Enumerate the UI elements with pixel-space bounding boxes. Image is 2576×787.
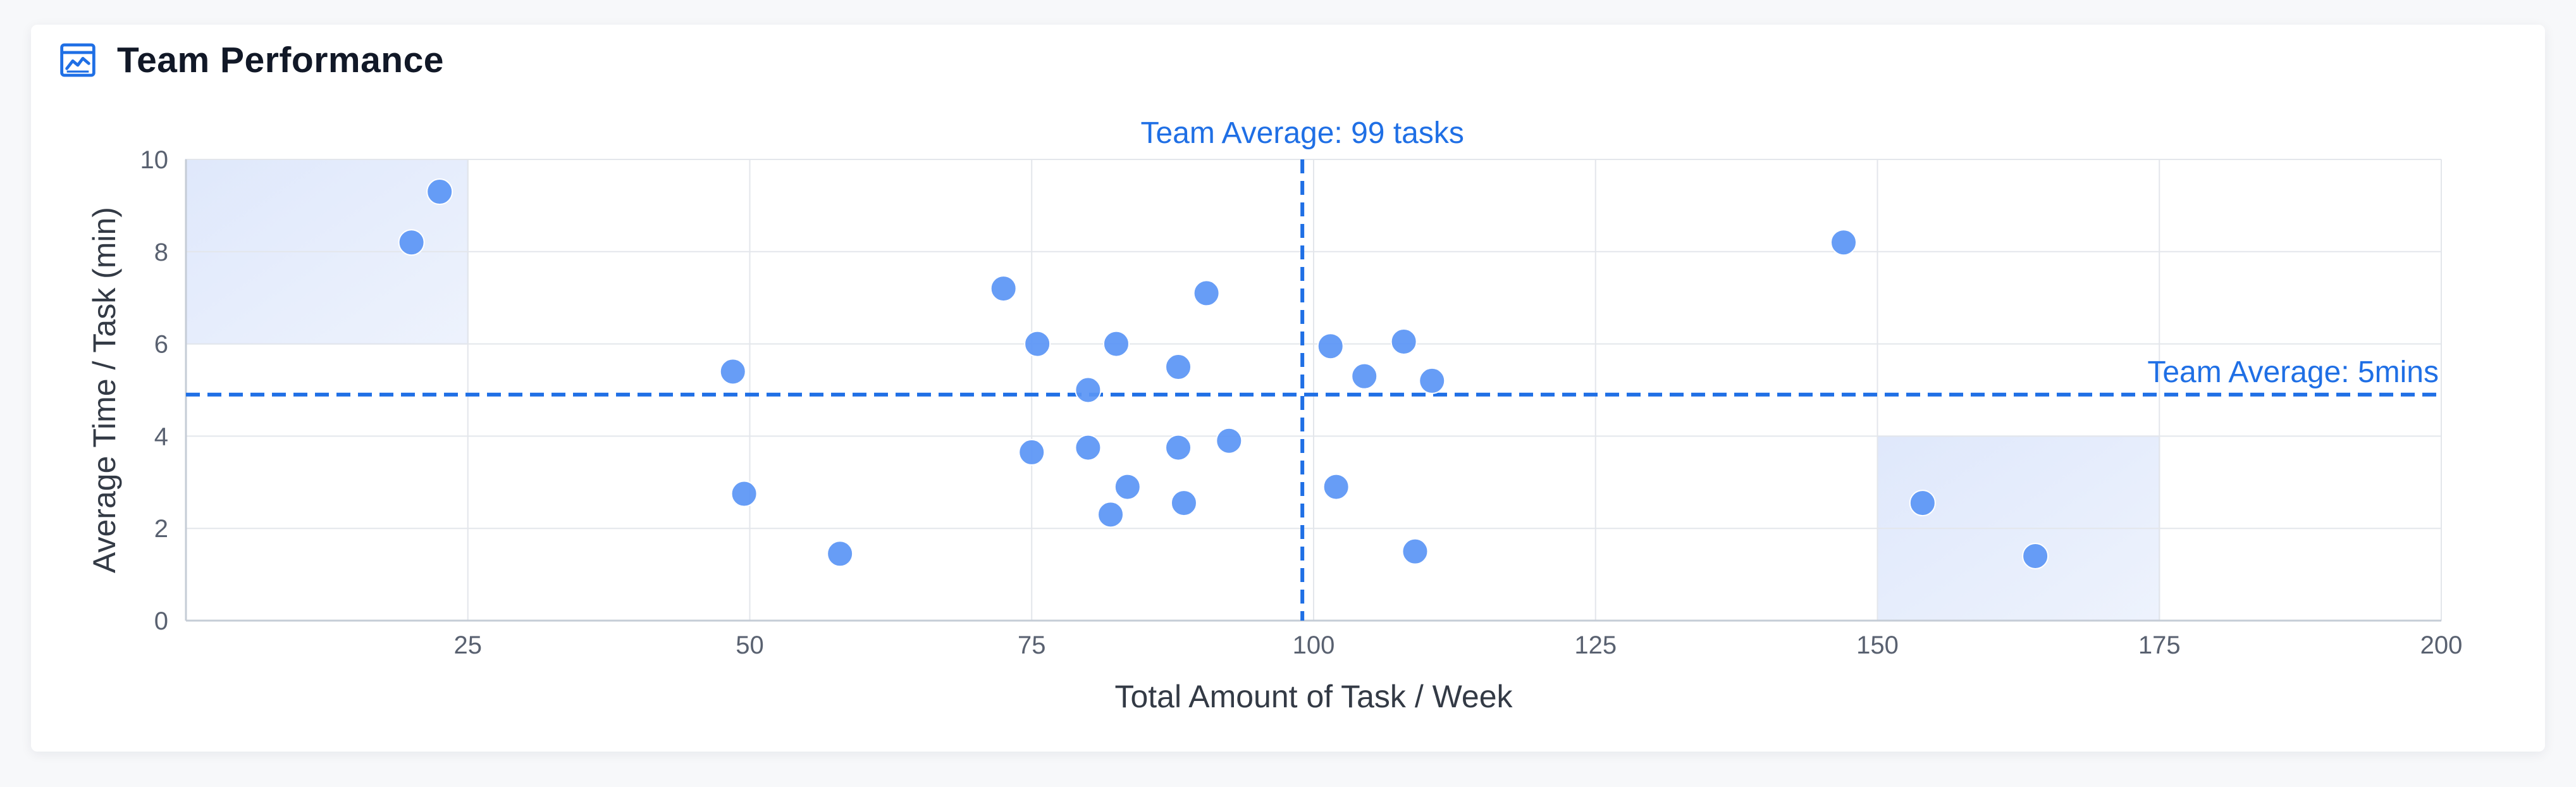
data-point xyxy=(1165,354,1192,381)
x-tick-label: 25 xyxy=(454,631,483,659)
data-point xyxy=(2022,542,2049,569)
data-point xyxy=(990,275,1017,302)
average-label-horizontal: Team Average: 5mins xyxy=(2147,356,2439,389)
y-tick-label: 8 xyxy=(154,239,168,266)
data-point xyxy=(1322,473,1350,500)
y-tick-label: 4 xyxy=(154,423,168,450)
page-title: Team Performance xyxy=(117,40,444,80)
x-tick-label: 175 xyxy=(2138,631,2181,659)
data-point xyxy=(1114,473,1141,500)
data-point xyxy=(1419,367,1446,394)
chart-area-icon xyxy=(60,43,96,77)
y-axis-label: Average Time / Task (min) xyxy=(87,207,122,573)
y-tick-label: 6 xyxy=(154,331,168,359)
data-point xyxy=(1317,333,1344,360)
y-tick-label: 0 xyxy=(154,607,168,635)
data-point xyxy=(1102,330,1130,357)
data-point xyxy=(426,178,453,206)
x-tick-label: 150 xyxy=(1856,631,1899,659)
x-tick-label: 75 xyxy=(1018,631,1046,659)
data-point xyxy=(1024,330,1051,357)
x-tick-label: 200 xyxy=(2420,631,2463,659)
data-point xyxy=(398,229,425,256)
data-point xyxy=(1075,376,1102,404)
data-point xyxy=(719,358,746,385)
data-point xyxy=(1909,490,1936,517)
data-point xyxy=(827,540,854,567)
data-point xyxy=(730,480,758,507)
data-point xyxy=(1165,434,1192,461)
card-header: Team Performance xyxy=(58,39,444,81)
data-point xyxy=(1097,501,1125,528)
x-tick-label: 50 xyxy=(736,631,764,659)
x-tick-label: 125 xyxy=(1574,631,1617,659)
data-point xyxy=(1170,490,1197,517)
average-label-vertical: Team Average: 99 tasks xyxy=(1140,116,1464,150)
data-point xyxy=(1402,538,1429,565)
performance-card xyxy=(31,25,2545,752)
data-point xyxy=(1216,427,1243,454)
x-tick-label: 100 xyxy=(1293,631,1335,659)
data-point xyxy=(1018,438,1045,466)
data-point xyxy=(1830,229,1858,256)
data-point xyxy=(1075,434,1102,461)
x-axis-label: Total Amount of Task / Week xyxy=(1114,679,1513,714)
data-point xyxy=(1193,280,1220,307)
data-point xyxy=(1351,363,1378,390)
y-tick-label: 10 xyxy=(140,146,169,174)
data-point xyxy=(1390,328,1417,355)
y-tick-label: 2 xyxy=(154,515,168,543)
